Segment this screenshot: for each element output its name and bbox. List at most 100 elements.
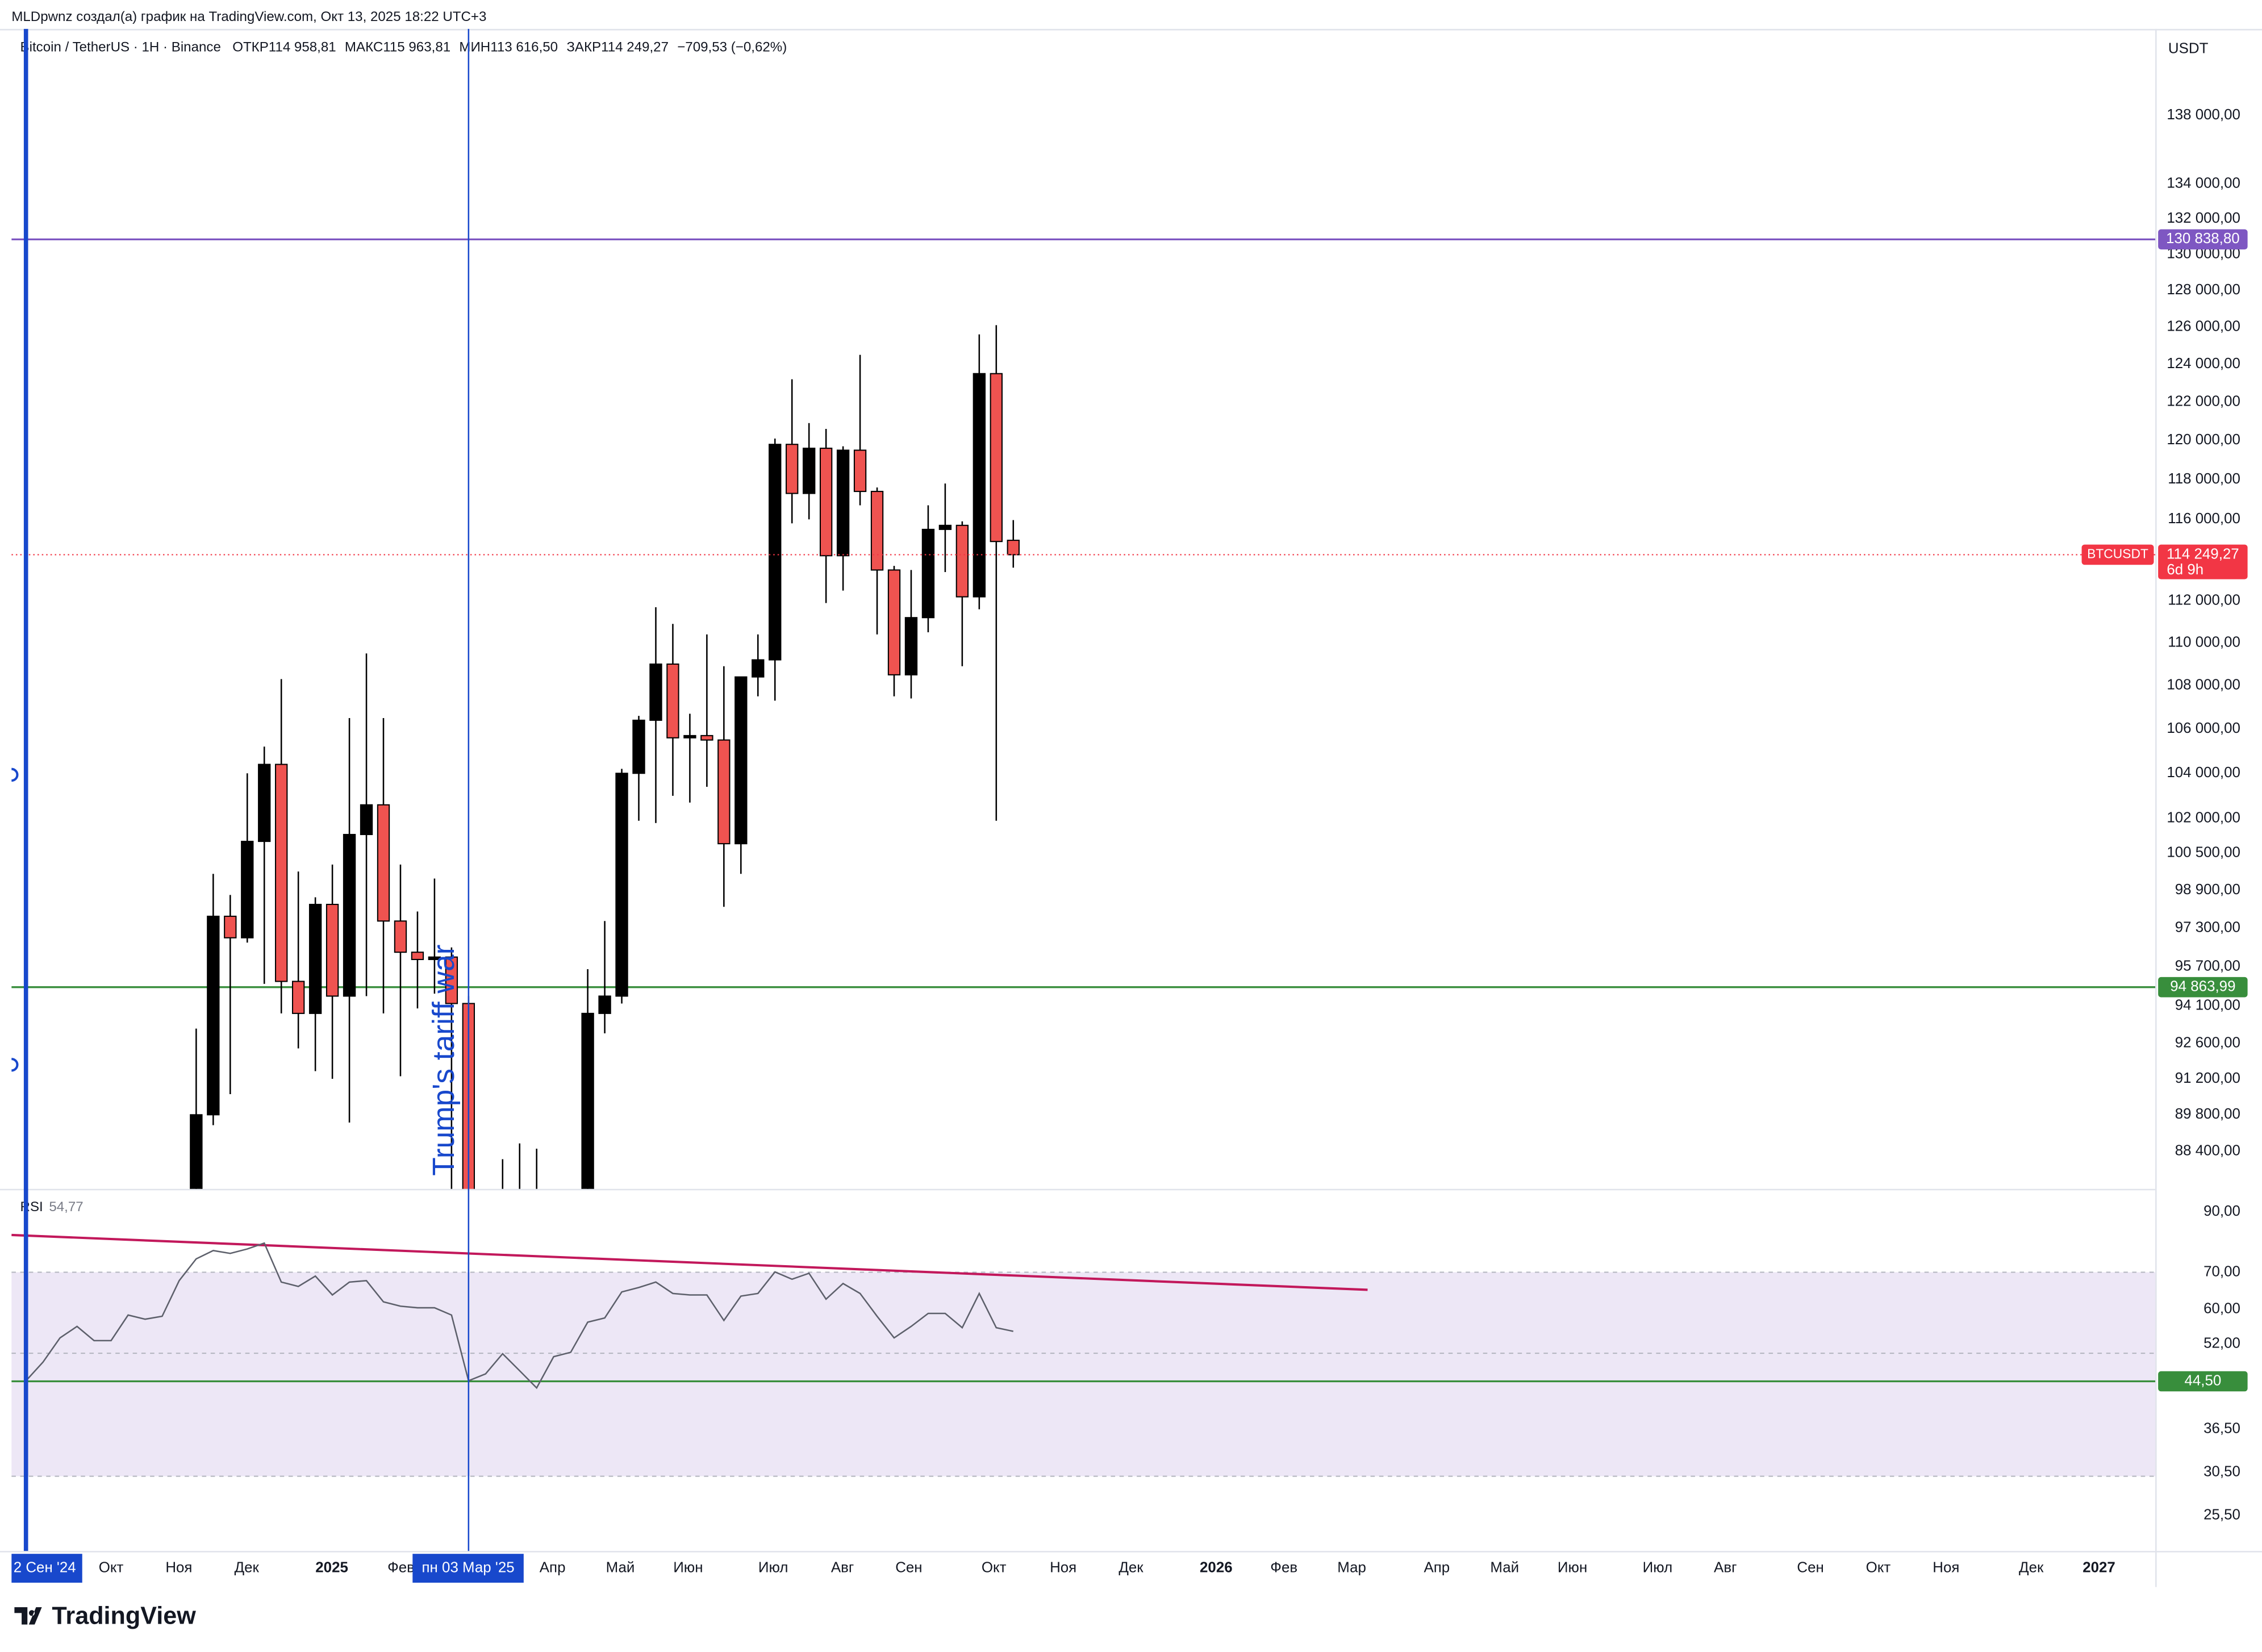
candle-body [377,804,390,922]
y-tick-label: 95 700,00 [2175,958,2240,974]
y-tick-label: 128 000,00 [2167,282,2240,298]
ohlc-value: 114 958,81 [269,39,336,55]
currency: USDT [2168,40,2209,56]
change: −709,53 (−0,62%) [677,39,787,55]
x-tick-label: Авг [831,1559,854,1575]
marker-badge [412,1554,524,1583]
marker-label: пн 03 Мар '25 [422,1559,515,1575]
candle-body [325,904,339,997]
candle-body [581,1012,594,1189]
annotation: Trump's tariff war [427,945,461,1176]
candle-body [632,719,645,774]
rsi-line [25,1242,1014,1390]
candle-body [308,904,322,1014]
ohlc-label: МАКС [345,39,383,55]
last-price-label: 114 249,27 [2167,546,2239,562]
countdown: 6d 9h [2167,562,2203,578]
y-tick-label: 108 000,00 [2167,677,2240,693]
x-tick-label: Ноя [1933,1559,1959,1575]
x-tick-label: Сен [895,1559,922,1575]
marker-badge [11,1554,82,1583]
edge-marker [11,767,19,782]
y-tick-label: 36,50 [2203,1420,2240,1436]
candle-body [275,764,288,982]
candle-body [666,664,679,739]
x-tick-label: Май [1490,1559,1519,1575]
price-badge-label: 94 863,99 [2170,979,2235,995]
y-tick-label: 98 900,00 [2175,882,2240,898]
ohlc-value: 113 616,50 [490,39,558,55]
x-tick-label: Май [606,1559,635,1575]
y-tick-label: 124 000,00 [2167,356,2240,372]
candle-body [394,920,407,953]
candle-body [786,444,799,494]
candle-body [938,524,952,530]
x-tick-label: 2027 [2082,1559,2115,1575]
y-tick-label: 102 000,00 [2167,810,2240,826]
candle-body [870,491,884,571]
indicator-name: RSI [20,1199,43,1215]
y-tick-label: 89 800,00 [2175,1106,2240,1122]
logo-icon [14,1607,42,1625]
candle-body [615,773,628,997]
candle-body [411,952,424,960]
candle-body [904,617,918,675]
candle-body [207,915,220,1116]
candle-body [1007,540,1020,556]
candle-body [224,915,237,938]
candle-body [292,981,305,1014]
logo: TradingView [14,1602,196,1629]
candle-body [990,373,1003,543]
ohlc-label: ЗАКР [566,39,601,55]
ohlc-value: 114 249,27 [601,39,669,55]
x-tick-label: Мар [1337,1559,1366,1575]
x-tick-label: Фев [1270,1559,1297,1575]
logo-text: TradingView [52,1602,196,1629]
ohlc-label: ОТКР [232,39,269,55]
x-tick-label: Ноя [165,1559,192,1575]
y-tick-label: 138 000,00 [2167,107,2240,123]
rsi-band [11,1272,2156,1476]
y-tick-label: 70,00 [2203,1263,2240,1279]
symbol-label: BTCUSDT [2087,546,2148,561]
y-tick-label: 126 000,00 [2167,318,2240,334]
candle-body [445,956,458,1004]
candle-body [921,528,935,619]
candle-body [973,373,986,598]
x-tick-label: 2026 [1200,1559,1233,1575]
y-tick-label: 120 000,00 [2167,432,2240,448]
y-tick-label: 122 000,00 [2167,394,2240,410]
y-tick-label: 106 000,00 [2167,720,2240,736]
candle-body [258,764,271,842]
x-tick-label: Июн [673,1559,703,1575]
x-tick-label: Фев [387,1559,415,1575]
y-tick-label: 97 300,00 [2175,920,2240,936]
candle-body [769,444,782,661]
y-tick-label: 118 000,00 [2168,471,2240,487]
x-tick-label: Ноя [1050,1559,1076,1575]
x-tick-label: Июл [1643,1559,1673,1575]
candle-body [803,448,816,494]
y-tick-label: 94 100,00 [2175,998,2240,1013]
candle-body [700,735,713,741]
x-tick-label: Окт [1866,1559,1891,1575]
candle-body [955,524,969,598]
y-tick-label: 104 000,00 [2167,765,2240,781]
y-tick-label: 134 000,00 [2167,175,2240,191]
x-tick-label: Дек [2019,1559,2044,1575]
candle-body [241,841,254,938]
candle-body [836,449,850,557]
indicator-value: 54,77 [49,1199,83,1215]
x-tick-label: Авг [1714,1559,1737,1575]
candle-body [683,735,696,739]
candle-body [717,739,731,845]
x-tick-label: 2025 [315,1559,348,1575]
y-tick-label: 100 500,00 [2167,844,2240,860]
candle-body [343,833,356,997]
price-badge-label: 130 838,80 [2166,231,2240,247]
y-tick-label: 52,00 [2203,1335,2240,1351]
x-tick-label: Окт [982,1559,1007,1575]
x-tick-label: Апр [1424,1559,1450,1575]
